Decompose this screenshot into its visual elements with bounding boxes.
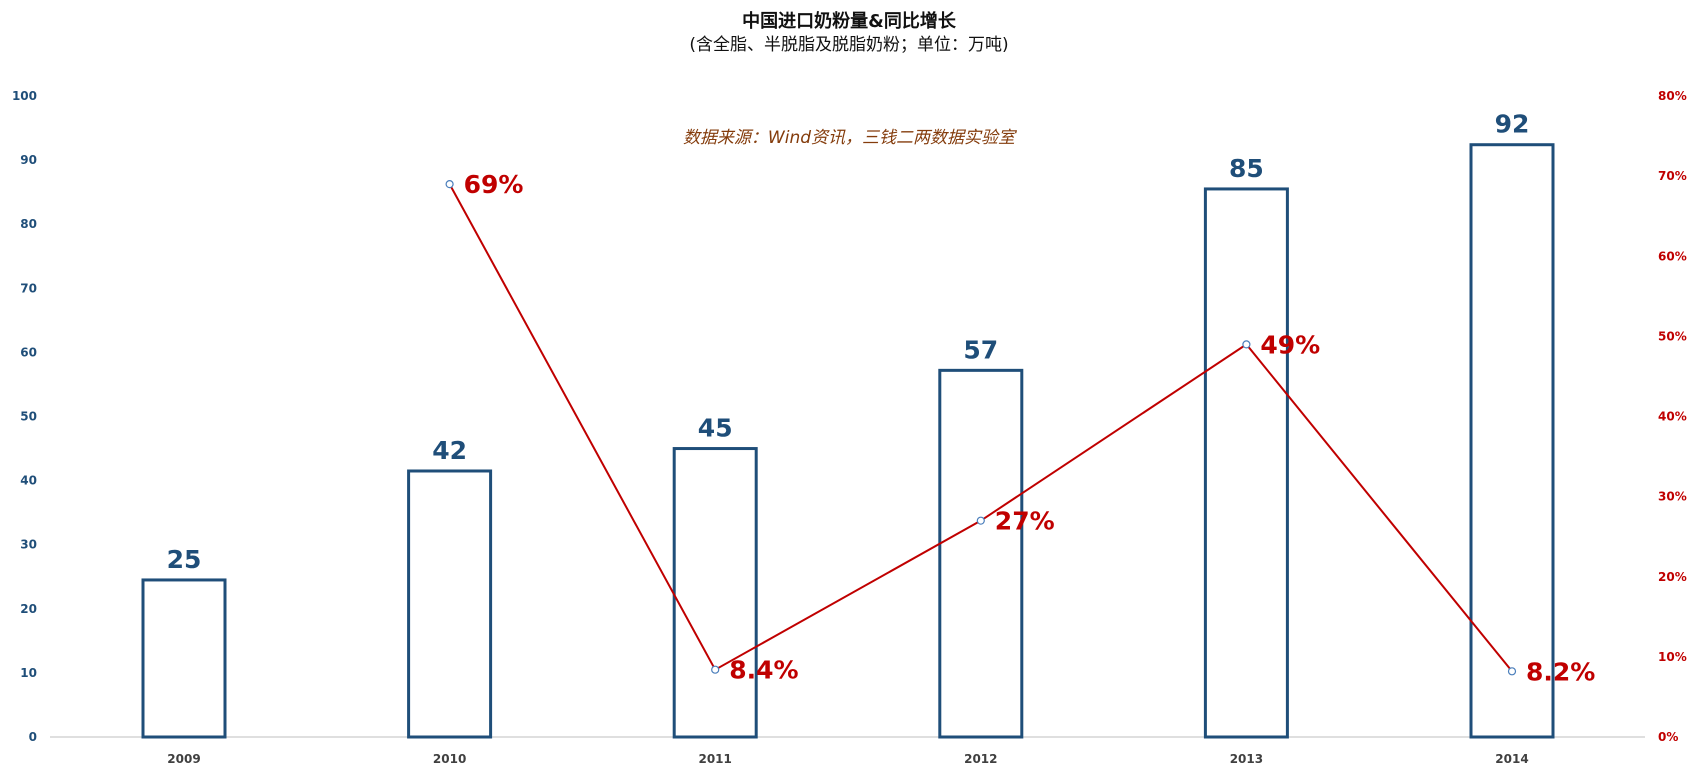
bar — [1203, 187, 1289, 739]
growth-point — [711, 665, 720, 674]
growth-point — [976, 516, 985, 525]
growth-point — [1242, 340, 1251, 349]
right-tick-label: 60% — [1658, 249, 1687, 263]
bar-value-label: 45 — [698, 414, 733, 443]
right-tick-label: 0% — [1658, 730, 1678, 744]
growth-value-label: 8.2% — [1526, 657, 1595, 686]
left-tick-label: 90 — [20, 153, 37, 167]
bar — [407, 469, 493, 739]
x-tick-label: 2010 — [433, 752, 466, 766]
left-tick-label: 30 — [20, 538, 37, 552]
x-tick-label: 2014 — [1495, 752, 1528, 766]
growth-point — [445, 180, 454, 189]
growth-value-label: 8.4% — [729, 656, 798, 685]
bar-value-label: 92 — [1495, 110, 1530, 139]
bar-series: 25 42 45 57 85 92 — [141, 110, 1555, 739]
growth-series: 69% 8.4% 27% 49% 8.2% — [445, 170, 1595, 686]
right-tick-label: 70% — [1658, 169, 1687, 183]
left-tick-label: 60 — [20, 345, 37, 359]
right-tick-label: 20% — [1658, 570, 1687, 584]
left-tick-label: 50 — [20, 410, 37, 424]
left-tick-label: 20 — [20, 602, 37, 616]
right-tick-label: 30% — [1658, 490, 1687, 504]
chart-subtitle: (含全脂、半脱脂及脱脂奶粉；单位：万吨) — [689, 35, 1008, 55]
left-axis: 0 10 20 30 40 50 60 70 80 90 100 — [12, 89, 37, 744]
left-tick-label: 100 — [12, 89, 37, 103]
left-tick-label: 70 — [20, 281, 37, 295]
bar-value-label: 25 — [167, 545, 202, 574]
chart-title: 中国进口奶粉量&同比增长 — [742, 10, 957, 32]
bar — [938, 368, 1024, 739]
right-axis: 0% 10% 20% 30% 40% 50% 60% 70% 80% — [1658, 89, 1687, 744]
right-tick-label: 10% — [1658, 650, 1687, 664]
bar — [672, 447, 758, 739]
x-tick-label: 2009 — [167, 752, 200, 766]
left-tick-label: 10 — [20, 666, 37, 680]
growth-value-label: 49% — [1260, 330, 1320, 359]
right-tick-label: 80% — [1658, 89, 1687, 103]
bar — [141, 578, 227, 739]
x-tick-label: 2012 — [964, 752, 997, 766]
bar — [1469, 143, 1555, 739]
right-tick-label: 50% — [1658, 329, 1687, 343]
left-tick-label: 40 — [20, 474, 37, 488]
source-note: 数据来源：Wind资讯，三钱二两数据实验室 — [683, 128, 1018, 148]
growth-value-label: 69% — [464, 170, 524, 199]
left-tick-label: 0 — [29, 730, 37, 744]
bar-value-label: 42 — [432, 436, 467, 465]
right-tick-label: 40% — [1658, 410, 1687, 424]
growth-value-label: 27% — [995, 507, 1055, 536]
left-tick-label: 80 — [20, 217, 37, 231]
bar-value-label: 57 — [963, 335, 998, 364]
bar-value-label: 85 — [1229, 154, 1264, 183]
x-axis: 2009 2010 2011 2012 2013 2014 — [167, 752, 1528, 766]
x-tick-label: 2011 — [698, 752, 731, 766]
growth-point — [1507, 667, 1517, 676]
x-tick-label: 2013 — [1230, 752, 1263, 766]
